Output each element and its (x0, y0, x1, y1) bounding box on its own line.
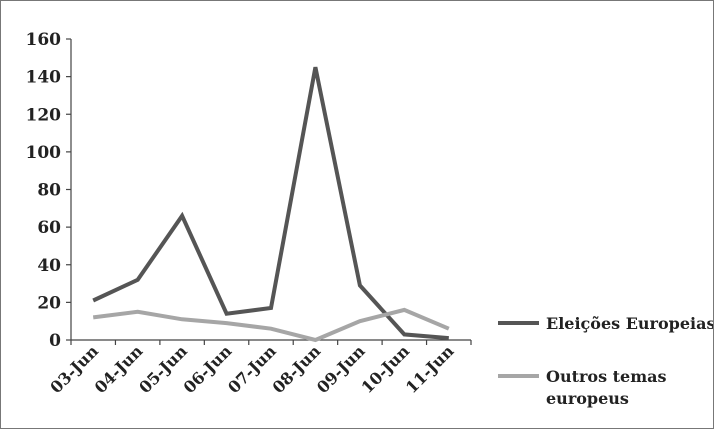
y-tick-label: 40 (37, 256, 61, 276)
y-tick-label: 0 (49, 331, 61, 351)
x-tick-label: 10-Jun (357, 341, 413, 397)
y-tick-label: 120 (26, 105, 62, 125)
x-tick-label: 07-Jun (224, 341, 280, 397)
x-tick-label: 09-Jun (313, 341, 369, 397)
series-line-eleicoes-europeias (92, 66, 449, 341)
x-tick-label: 08-Jun (269, 341, 325, 397)
y-tick-label: 100 (26, 143, 62, 163)
y-tick-label: 140 (26, 68, 62, 88)
x-tick-label: 05-Jun (135, 341, 191, 397)
x-tick-label: 11-Jun (402, 341, 458, 397)
legend-label-line: europeus (546, 389, 629, 408)
legend-item: Eleições Europeias (498, 314, 714, 333)
legend-label: Outros temas europeus (546, 367, 667, 408)
y-axis-ticks: 0 20 40 60 80 100 120 140 160 (26, 30, 71, 351)
y-tick-label: 60 (37, 218, 61, 238)
x-tick-label: 04-Jun (91, 341, 147, 397)
x-tick-label: 06-Jun (180, 341, 236, 397)
y-tick-label: 160 (26, 30, 62, 50)
x-axis-ticks: 03-Jun04-Jun05-Jun06-Jun07-Jun08-Jun09-J… (46, 340, 472, 397)
axes (70, 39, 471, 341)
y-tick-label: 20 (37, 293, 61, 313)
series-line-outros-temas-europeus (92, 307, 450, 343)
legend-label-line: Outros temas (546, 367, 667, 386)
series-lines (92, 66, 450, 343)
y-tick-label: 80 (37, 181, 61, 201)
legend-item: Outros temas europeus (498, 367, 667, 408)
legend-label: Eleições Europeias (546, 314, 713, 333)
legend: Eleições Europeias Outros temas europeus (498, 314, 714, 408)
